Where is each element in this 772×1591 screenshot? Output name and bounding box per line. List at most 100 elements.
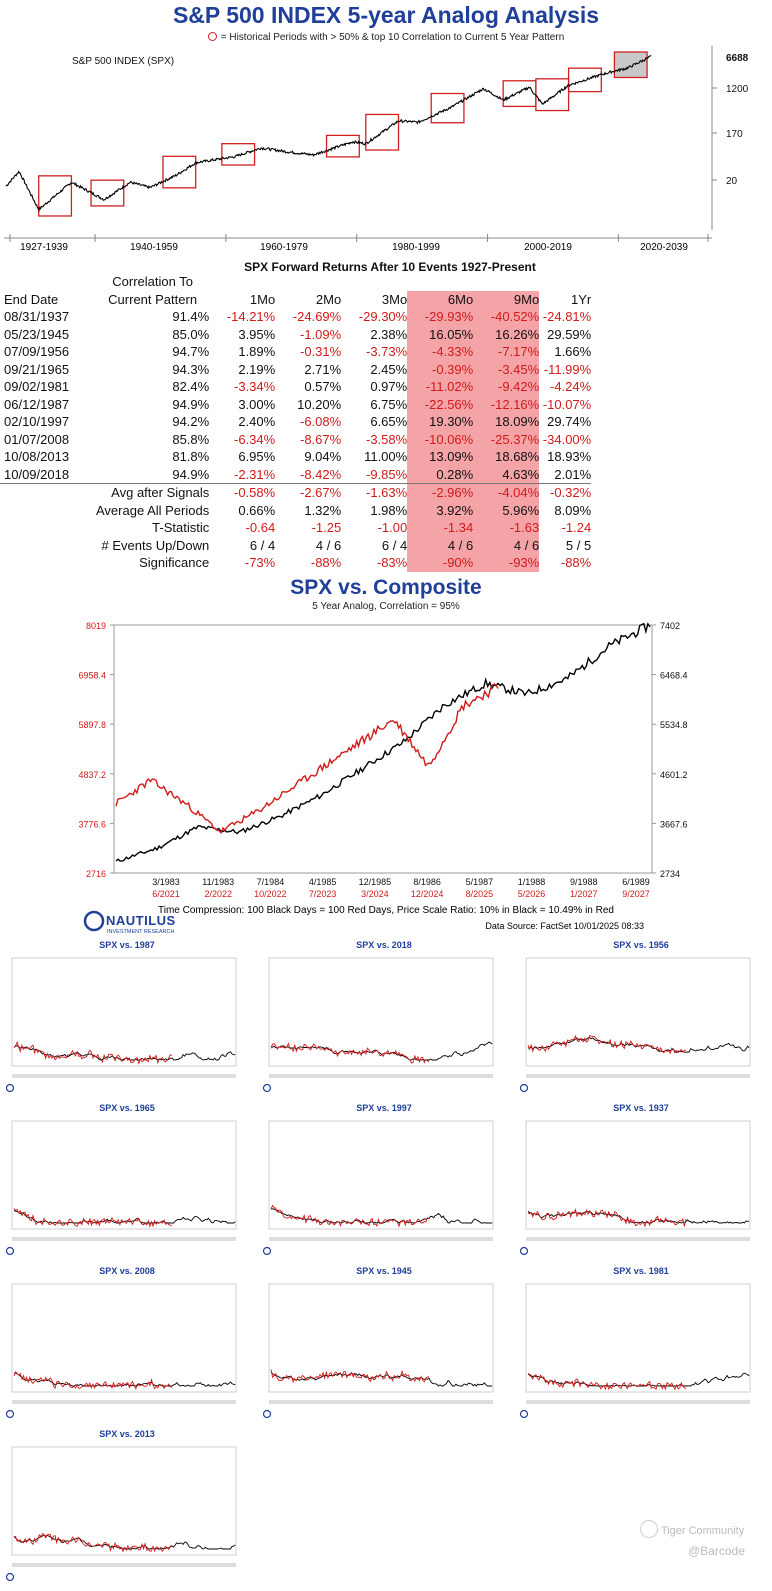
analog-chart-title: SPX vs. 2013 bbox=[99, 1429, 155, 1439]
table-cell: 6.65% bbox=[370, 414, 408, 430]
composite-left-tick: 2716 bbox=[86, 869, 106, 879]
analog-chart: SPX vs. 1956 bbox=[514, 940, 768, 1098]
summary-cell: 1.32% bbox=[304, 502, 342, 518]
col-header: 9Mo bbox=[473, 290, 540, 308]
analog-logo-icon bbox=[5, 1409, 15, 1419]
table-cell: -7.17% bbox=[473, 343, 540, 361]
spx-ytick-1: 1200 bbox=[726, 84, 749, 95]
summary-row: T-Statistic -0.64 -1.25 -1.00 -1.34 -1.63 -1.2… bbox=[0, 519, 591, 537]
table-row: 06/12/1987 94.9% 3.00% 10.20% 6.75% -22.56% -1… bbox=[0, 395, 591, 413]
col-header: End Date bbox=[4, 291, 59, 307]
table-cell: 9.04% bbox=[304, 449, 342, 465]
analog-black-line bbox=[270, 1041, 493, 1061]
composite-x-red-label: 12/2024 bbox=[411, 889, 444, 899]
summary-cell: 5 / 5 bbox=[565, 537, 592, 553]
composite-x-red-label: 8/2025 bbox=[466, 889, 494, 899]
spx-chart-label: S&P 500 INDEX (SPX) bbox=[72, 56, 174, 67]
table-cell: 94.9% bbox=[172, 466, 210, 482]
spx-highlight-boxes bbox=[38, 51, 648, 217]
summary-row: Average All Periods 0.66% 1.32% 1.98% 3.92% 5… bbox=[0, 501, 591, 519]
table-cell: 18.68% bbox=[473, 448, 540, 466]
nautilus-logo-text: NAUTILUS bbox=[106, 913, 176, 928]
spx-xlabel-0: 1927-1939 bbox=[20, 242, 68, 253]
table-summary: Avg after Signals -0.58% -2.67% -1.63% -2.96… bbox=[0, 483, 592, 572]
composite-left-tick: 8019 bbox=[86, 621, 106, 631]
analog-chart: SPX vs. 1997 bbox=[257, 1103, 511, 1261]
analog-chart: SPX vs. 1981 bbox=[514, 1266, 768, 1424]
table-cell: 6.75% bbox=[370, 396, 408, 412]
table-cell: 1.89% bbox=[238, 344, 276, 360]
table-cell: -6.08% bbox=[300, 414, 342, 430]
watermark: Tiger Community bbox=[640, 1520, 744, 1538]
table-cell: 29.59% bbox=[547, 326, 592, 342]
table-cell: -2.31% bbox=[234, 466, 276, 482]
spx-line bbox=[5, 55, 652, 213]
composite-right-tick: 6468.4 bbox=[660, 671, 688, 681]
returns-table-title: SPX Forward Returns After 10 Events 1927… bbox=[244, 260, 536, 274]
analog-chart-title: SPX vs. 1937 bbox=[613, 1103, 669, 1113]
summary-cell: -2.67% bbox=[275, 483, 342, 502]
table-cell: 05/23/1945 bbox=[4, 326, 70, 342]
analog-chart-plot bbox=[5, 1283, 237, 1419]
table-row: 01/07/2008 85.8% -6.34% -8.67% -3.58% -10.06%… bbox=[0, 430, 591, 448]
highlight-box bbox=[613, 51, 648, 79]
composite-x-red-label: 6/2021 bbox=[152, 889, 180, 899]
summary-row: Significance -73% -88% -83% -90% -93% -88% bbox=[0, 554, 591, 572]
composite-x-black-label: 9/1988 bbox=[570, 877, 598, 887]
summary-cell: -88% bbox=[560, 555, 592, 571]
analog-red-line bbox=[527, 1034, 687, 1055]
table-cell: -11.02% bbox=[407, 378, 474, 396]
table-cell: 94.3% bbox=[172, 361, 210, 377]
col-header: 1Yr bbox=[570, 291, 592, 307]
table-cell: 2.38% bbox=[370, 326, 408, 342]
composite-plot-frame bbox=[113, 624, 653, 874]
table-cell: 11.00% bbox=[364, 449, 408, 465]
table-cell: 85.8% bbox=[172, 431, 210, 447]
col-header: 3Mo bbox=[381, 291, 408, 307]
table-cell: 18.93% bbox=[547, 449, 592, 465]
analog-chart-title: SPX vs. 1945 bbox=[356, 1266, 412, 1276]
table-row: 08/31/1937 91.4% -14.21% -24.69% -29.30% -29.… bbox=[0, 308, 591, 326]
composite-subtitle: 5 Year Analog, Correlation = 95% bbox=[312, 601, 460, 612]
table-cell: 4.63% bbox=[473, 465, 540, 484]
composite-x-black-label: 6/1989 bbox=[622, 877, 650, 887]
analog-red-line bbox=[527, 1208, 687, 1228]
table-cell: 19.30% bbox=[407, 413, 474, 431]
col-header: 1Mo bbox=[249, 291, 276, 307]
analog-chart-frame bbox=[525, 957, 751, 1067]
spx-ytick-2: 170 bbox=[726, 129, 743, 140]
table-cell: 6.95% bbox=[238, 449, 276, 465]
analog-logo-icon bbox=[262, 1246, 272, 1256]
table-cell: 2.19% bbox=[238, 361, 276, 377]
table-row: 10/09/2018 94.9% -2.31% -8.42% -9.85% 0.28% 4.… bbox=[0, 465, 591, 484]
analog-red-line bbox=[270, 1369, 430, 1384]
table-cell: 2.40% bbox=[238, 414, 276, 430]
summary-cell: 6 / 4 bbox=[381, 537, 408, 553]
composite-right-tick: 3667.6 bbox=[660, 819, 688, 829]
analog-chart: SPX vs. 2013 bbox=[0, 1429, 254, 1587]
highlight-box bbox=[325, 134, 360, 158]
composite-title: SPX vs. Composite bbox=[290, 576, 482, 599]
returns-table: Correlation To End Date Current Pattern … bbox=[0, 273, 592, 572]
summary-cell: -1.63% bbox=[341, 483, 408, 502]
highlight-box bbox=[162, 155, 197, 189]
summary-cell: -73% bbox=[244, 555, 276, 571]
table-cell: 10.20% bbox=[297, 396, 342, 412]
table-cell: 10/08/2013 bbox=[4, 449, 70, 465]
table-cell: -3.73% bbox=[366, 344, 408, 360]
summary-cell: -90% bbox=[407, 554, 474, 572]
composite-x-red-label: 1/2027 bbox=[570, 889, 598, 899]
summary-row: Avg after Signals -0.58% -2.67% -1.63% -2.96… bbox=[0, 483, 592, 502]
analog-logo-icon bbox=[5, 1572, 15, 1582]
summary-cell: 5.96% bbox=[473, 501, 540, 519]
table-cell: 82.4% bbox=[172, 379, 210, 395]
watermark-line1: Tiger Community bbox=[660, 1525, 745, 1537]
summary-cell: -1.25 bbox=[311, 520, 342, 536]
spx-xlabel-5: 2020-2039 bbox=[640, 242, 688, 253]
table-cell: -3.58% bbox=[366, 431, 408, 447]
analog-chart-frame bbox=[268, 1120, 494, 1230]
analog-chart-plot bbox=[519, 1283, 751, 1419]
table-row: 07/09/1956 94.7% 1.89% -0.31% -3.73% -4.33% -7… bbox=[0, 343, 591, 361]
analog-chart-frame bbox=[525, 1120, 751, 1230]
summary-cell: 4 / 6 bbox=[315, 537, 342, 553]
